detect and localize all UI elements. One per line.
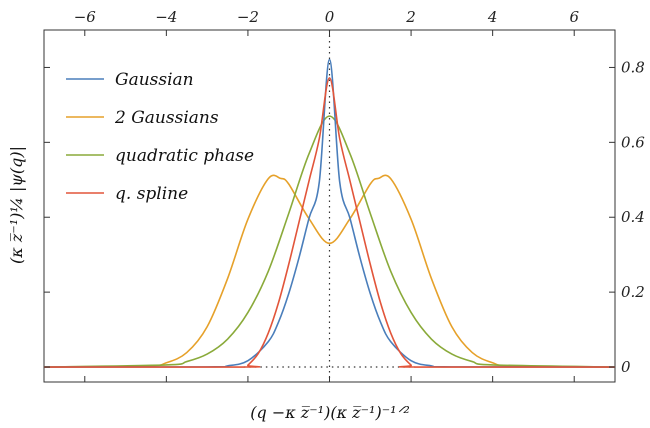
x-tick-label: 0: [325, 8, 335, 26]
y-tick-label: 0: [621, 358, 631, 376]
x-tick-label: 6: [569, 8, 579, 26]
x-tick-label: −4: [155, 8, 177, 26]
legend-label-2-gaussians: 2 Gaussians: [114, 108, 219, 128]
x-tick-label: −6: [74, 8, 97, 26]
y-axis-ticks: 0 0.2 0.4 0.6 0.8: [44, 58, 645, 376]
x-tick-label: 4: [487, 8, 498, 26]
series-line-quadratic-phase: [43, 115, 616, 368]
x-tick-label: 2: [405, 8, 416, 26]
series-lines: [43, 58, 616, 368]
series-line-q-spline: [44, 77, 615, 368]
legend-label-q-spline: q. spline: [115, 184, 188, 204]
y-tick-label: 0.8: [621, 58, 645, 76]
legend-label-gaussian: Gaussian: [115, 70, 194, 90]
series-line-gaussian: [43, 58, 616, 368]
y-axis-label: (κ z̅⁻¹)¼ |ψ(q)|: [7, 146, 26, 264]
x-tick-label: −2: [237, 8, 259, 26]
series-line-2-gaussians: [43, 174, 616, 368]
legend: Gaussian 2 Gaussians quadratic phase q. spl…: [66, 70, 254, 204]
reference-lines: [243, 30, 416, 382]
x-axis-ticks: −6 −4 −2 0 2 4 6: [74, 8, 579, 382]
y-tick-label: 0.6: [621, 133, 645, 151]
y-tick-label: 0.4: [621, 208, 645, 226]
y-tick-label: 0.2: [621, 283, 645, 301]
legend-label-quadratic-phase: quadratic phase: [115, 146, 254, 166]
x-axis-label: (q −κ z̅⁻¹)(κ z̅⁻¹)⁻¹ᐟ²: [250, 403, 409, 422]
